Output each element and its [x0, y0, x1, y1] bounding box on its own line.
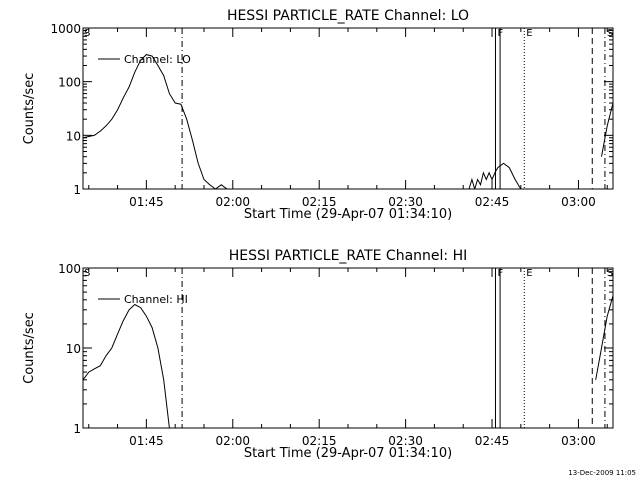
y-axis-label: Counts/sec: [22, 73, 37, 145]
data-series-line: [468, 162, 522, 189]
corner-marker-label: S: [84, 268, 90, 279]
x-tick-label: 03:00: [561, 434, 596, 448]
legend-label: Channel: HI: [124, 293, 188, 306]
event-marker-label: S: [607, 28, 613, 39]
chart-title: HESSI PARTICLE_RATE Channel: LO: [227, 8, 469, 24]
footer-timestamp: 13-Dec-2009 11:05: [568, 469, 636, 477]
x-tick-label: 01:45: [129, 195, 164, 209]
x-axis-label: Start Time (29-Apr-07 01:34:10): [244, 207, 452, 222]
x-tick-label: 02:45: [475, 195, 510, 209]
y-axis-label: Counts/sec: [22, 312, 37, 384]
y-tick-label: 100: [58, 262, 81, 276]
chart-title: HESSI PARTICLE_RATE Channel: HI: [229, 248, 467, 264]
x-tick-label: 02:30: [388, 434, 423, 448]
data-series-line: [595, 294, 613, 380]
event-marker-label: E: [526, 268, 532, 279]
x-tick-label: 03:00: [561, 195, 596, 209]
x-tick-label: 02:15: [302, 195, 337, 209]
corner-marker-label: S: [84, 28, 90, 39]
y-tick-label: 1: [73, 422, 81, 436]
x-tick-label: 02:00: [215, 195, 250, 209]
y-tick-label: 10: [66, 129, 81, 143]
event-marker-label: S: [607, 268, 613, 279]
legend-label: Channel: LO: [124, 53, 191, 66]
x-tick-label: 02:00: [215, 434, 250, 448]
y-tick-label: 100: [58, 76, 81, 90]
chart-panel-hi: HESSI PARTICLE_RATE Channel: HI 1 10 100 01:…: [22, 248, 614, 461]
y-tick-label: 1000: [50, 22, 81, 36]
x-tick-label: 02:30: [388, 195, 423, 209]
y-tick-label: 10: [66, 342, 81, 356]
x-tick-label: 02:15: [302, 434, 337, 448]
data-series-line: [83, 54, 228, 189]
data-series-line: [83, 303, 170, 428]
plot-frame: [82, 267, 614, 429]
x-axis-label: Start Time (29-Apr-07 01:34:10): [244, 446, 452, 461]
event-marker-label: E: [526, 28, 532, 39]
chart-panel-lo: HESSI PARTICLE_RATE Channel: LO 1 10 100 100…: [22, 8, 614, 222]
x-tick-label: 02:45: [475, 434, 510, 448]
y-tick-label: 1: [73, 183, 81, 197]
x-tick-label: 01:45: [129, 434, 164, 448]
data-series-line: [601, 101, 613, 157]
